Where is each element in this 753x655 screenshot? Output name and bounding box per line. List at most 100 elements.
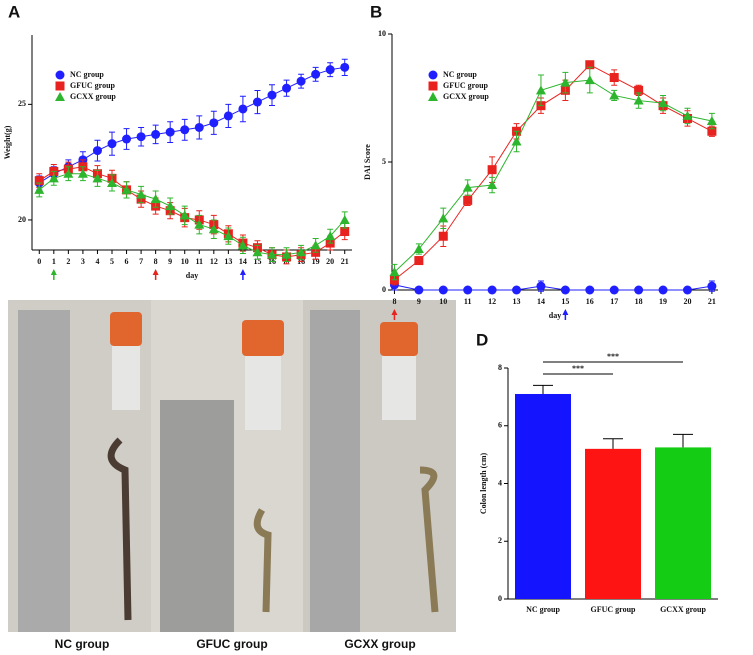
- x-tick-label: 19: [312, 257, 320, 266]
- error-bar: [533, 384, 553, 394]
- point: [165, 127, 175, 137]
- point: [179, 210, 190, 220]
- y-tick-label: 8: [498, 363, 502, 372]
- arrow-head: [152, 269, 159, 275]
- x-tick-label: 3: [81, 257, 85, 266]
- y-axis-label: Colon length (cm): [479, 453, 488, 515]
- series-line: [38, 173, 346, 256]
- x-tick-label: GCXX group: [660, 605, 706, 614]
- x-tick-label: 21: [341, 257, 349, 266]
- x-tick-label: NC group: [526, 605, 560, 614]
- bar: [585, 448, 641, 599]
- point: [238, 104, 248, 114]
- point: [438, 213, 449, 223]
- point: [252, 247, 263, 257]
- photos: [8, 300, 456, 632]
- point: [340, 227, 350, 237]
- point: [609, 90, 620, 100]
- point: [296, 247, 307, 257]
- point: [34, 176, 44, 186]
- x-tick-label: 11: [195, 257, 203, 266]
- point: [658, 98, 669, 108]
- point: [237, 240, 248, 250]
- point: [414, 256, 424, 266]
- point: [560, 77, 571, 87]
- point: [428, 81, 438, 91]
- x-tick-label: 10: [181, 257, 189, 266]
- tube-cap: [242, 320, 284, 356]
- x-tick-label: 9: [417, 297, 421, 306]
- x-tick-label: 5: [110, 257, 114, 266]
- point: [151, 129, 161, 139]
- panel-label: B: [370, 2, 382, 21]
- point: [438, 285, 448, 295]
- x-tick-label: 0: [37, 257, 41, 266]
- point: [414, 285, 424, 295]
- point: [325, 65, 335, 75]
- arrow-head: [391, 309, 398, 315]
- point: [223, 231, 234, 241]
- point: [296, 76, 306, 86]
- y-tick-label: 10: [378, 29, 386, 38]
- legend-label: GFUC group: [443, 81, 489, 90]
- point: [107, 139, 117, 149]
- point: [438, 231, 448, 241]
- y-tick-label: 25: [18, 99, 26, 108]
- y-tick-label: 4: [498, 478, 502, 487]
- x-tick-label: 20: [326, 257, 334, 266]
- legend-label: GCXX group: [70, 92, 116, 101]
- point: [136, 189, 147, 199]
- point: [634, 285, 644, 295]
- x-tick-label: 6: [125, 257, 129, 266]
- point: [122, 134, 132, 144]
- x-tick-label: 14: [537, 297, 545, 306]
- x-axis-label: day: [549, 311, 561, 320]
- point: [536, 281, 546, 291]
- x-tick-label: 2: [66, 257, 70, 266]
- x-tick-label: 16: [586, 297, 594, 306]
- y-axis-label: Weight(g): [3, 125, 12, 159]
- x-tick-label: 19: [659, 297, 667, 306]
- x-tick-label: 20: [683, 297, 691, 306]
- photo-caption: GFUC group: [196, 637, 267, 651]
- x-tick-label: GFUC group: [591, 605, 637, 614]
- point: [223, 111, 233, 121]
- point: [682, 285, 692, 295]
- y-tick-label: 20: [18, 215, 26, 224]
- point: [267, 90, 277, 100]
- point: [55, 92, 65, 101]
- point: [209, 118, 219, 128]
- x-tick-label: 18: [635, 297, 643, 306]
- series-line: [394, 79, 712, 273]
- series-line: [39, 66, 345, 184]
- point: [487, 180, 498, 190]
- point: [428, 92, 438, 101]
- x-axis-label: day: [186, 271, 198, 280]
- point: [585, 285, 595, 295]
- x-tick-label: 9: [168, 257, 172, 266]
- x-tick-label: 4: [95, 257, 99, 266]
- point: [462, 182, 473, 192]
- legend-label: GFUC group: [70, 81, 116, 90]
- ruler: [310, 310, 360, 632]
- colon: [107, 437, 132, 621]
- point: [325, 231, 336, 241]
- y-tick-label: 0: [382, 285, 386, 294]
- x-tick-label: 15: [253, 257, 261, 266]
- x-tick-label: 21: [708, 297, 716, 306]
- panel-label: D: [476, 330, 488, 349]
- y-axis-label: DAI Score: [363, 144, 372, 180]
- x-tick-label: 1: [52, 257, 56, 266]
- error-bar: [603, 438, 623, 449]
- y-tick-label: 0: [498, 594, 502, 603]
- x-tick-label: 14: [239, 257, 247, 266]
- bar: [655, 447, 711, 599]
- point: [609, 285, 619, 295]
- colon: [253, 508, 272, 613]
- arrow-head: [50, 269, 57, 275]
- x-tick-label: 13: [513, 297, 521, 306]
- point: [252, 97, 262, 107]
- photo-caption: GCXX group: [344, 637, 415, 651]
- point: [63, 168, 74, 178]
